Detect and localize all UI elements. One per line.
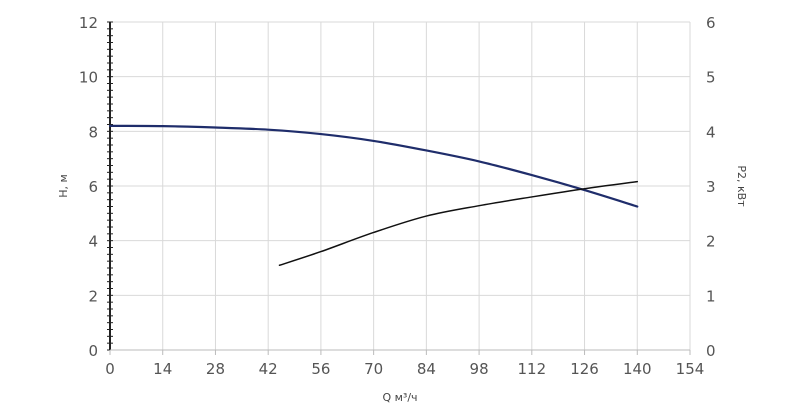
x-tick-label: 14 xyxy=(153,360,172,378)
x-tick-label: 42 xyxy=(259,360,278,378)
x-tick-label: 70 xyxy=(364,360,383,378)
y-left-tick-label: 10 xyxy=(79,69,98,87)
y-right-tick-label: 5 xyxy=(706,69,716,87)
x-tick-label: 0 xyxy=(105,360,115,378)
axes xyxy=(107,21,691,355)
y-right-tick-label: 6 xyxy=(706,14,716,32)
y-left-tick-label: 2 xyxy=(88,287,98,305)
y-right-tick-label: 4 xyxy=(706,123,716,141)
y-left-tick-label: 0 xyxy=(88,342,98,360)
x-tick-label: 126 xyxy=(570,360,599,378)
y-left-axis-title: H, м xyxy=(57,174,70,198)
y-left-tick-label: 8 xyxy=(88,123,98,141)
y-right-tick-label: 3 xyxy=(706,178,716,196)
x-tick-label: 140 xyxy=(623,360,652,378)
y-right-tick-label: 2 xyxy=(706,233,716,251)
y-right-tick-label: 1 xyxy=(706,287,716,305)
y-right-tick-label: 0 xyxy=(706,342,716,360)
x-tick-label: 98 xyxy=(470,360,489,378)
x-tick-label: 56 xyxy=(311,360,330,378)
series-layer xyxy=(108,124,639,267)
x-tick-label: 154 xyxy=(676,360,705,378)
y-left-tick-label: 12 xyxy=(79,14,98,32)
power-curve-line xyxy=(278,180,639,267)
x-axis-title: Q м³/ч xyxy=(382,391,417,404)
y-left-tick-label: 4 xyxy=(88,233,98,251)
y-left-tick-label: 6 xyxy=(88,178,98,196)
x-tick-label: 112 xyxy=(517,360,546,378)
x-tick-label: 28 xyxy=(206,360,225,378)
tick-labels: 0 14 28 42 56 70 84 98 112 126 140 1540246810120123… xyxy=(79,14,716,378)
head-curve-line xyxy=(108,124,639,208)
y-right-axis-title: P2, кВт xyxy=(735,165,748,207)
x-tick-label: 84 xyxy=(417,360,436,378)
